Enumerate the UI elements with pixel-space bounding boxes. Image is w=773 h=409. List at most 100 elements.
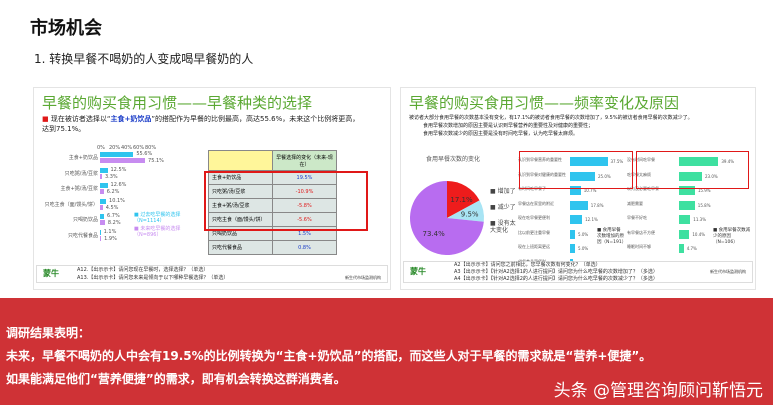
reason-value: 37.5% (610, 159, 624, 164)
bar-past (100, 183, 108, 188)
highlight-box (204, 171, 368, 231)
bar-future (100, 235, 102, 241)
category-label: 主食+粥/汤/豆浆 (60, 186, 98, 192)
value-label: 75.1% (148, 158, 164, 164)
reason-label: 早餐店在家里的附近 (518, 200, 554, 206)
conclusion-line-1: 未来，早餐不喝奶的人中会有19.5%的比例转换为“主食+奶饮品”的搭配，而这些人… (6, 349, 652, 363)
reason-value: 12.1% (585, 217, 598, 222)
reason-value: 5.0% (578, 246, 589, 251)
row-value: 0.8% (272, 240, 337, 255)
category-label: 主食+奶饮品 (68, 155, 98, 161)
reason-value: 10.4% (692, 231, 706, 237)
reason-value: 15.8% (697, 202, 711, 208)
conclusion-line-2: 如果能满足他们“营养便捷”的需求，即有机会转换这群消费者。 (6, 372, 346, 386)
category-label: 只吃代餐食品 (67, 232, 98, 239)
reason-bar (570, 244, 575, 253)
reason-label: 减肥需要 (627, 200, 643, 206)
pie-legend-item: ■ 减少了 (490, 204, 516, 211)
pie-slice (447, 200, 484, 222)
reason-label: 没有时间吃早餐 (627, 157, 655, 162)
reason-bar (570, 157, 608, 166)
left-slide: 早餐的购买食用习惯——早餐种类的选择 ■ 现在被访者选择以“主食+奶饮品”的搭配… (33, 87, 391, 290)
pie-chart: 17.1% 9.5% 73.4% (410, 181, 484, 255)
reason-bar (679, 200, 695, 210)
reason-label: 现在上班距离更远 (518, 244, 550, 249)
axis-tick: 60% (133, 145, 145, 151)
right-slide-footer: 蒙牛 A2【出示示卡】请问您之前相比，您早餐次数有何变化？（单选） A3【出示示… (403, 261, 753, 283)
table-row: 只吃主食（面/馒头/饼） -5.6% (208, 212, 337, 227)
category-label: 只喝奶饮品 (72, 217, 98, 223)
conclusion-heading: 调研结果表明： (6, 326, 91, 340)
reason-bar (570, 215, 583, 224)
page-title: 市场机会 (30, 18, 102, 39)
row-label: 主食+粥/汤/豆浆 (208, 198, 273, 213)
value-label: 6.2% (106, 189, 120, 195)
reason-bar (679, 229, 690, 239)
value-label: 1.1% (103, 228, 117, 235)
watermark: 头条 @管理咨询顾问靳悟元 (553, 381, 763, 401)
reason-bar (679, 157, 719, 166)
value-label: 12.5% (110, 166, 127, 173)
reason-label: 睡眠时间不够 (627, 244, 651, 249)
reason-label: 有早餐店不方便 (627, 229, 655, 235)
row-label: 只吃主食（面/馒头/饼） (208, 212, 273, 227)
bar-past (100, 214, 105, 219)
value-label: 12.6% (110, 182, 127, 188)
bar-future (100, 173, 102, 179)
reason-value: 11.3% (693, 217, 707, 222)
reason-value: 17.8% (590, 202, 604, 208)
row-label: 只吃代餐食品 (208, 240, 273, 255)
pie-slice (410, 181, 484, 255)
row-label: 只吃粥/汤/豆浆 (208, 184, 273, 199)
reason-label: 早餐不好吃 (627, 215, 647, 220)
row-label: 主食+奶饮品 (208, 170, 273, 185)
reason-value: 15.9% (697, 188, 711, 193)
value-label: 1.9% (104, 235, 117, 242)
reason-legend: ■ 食用早餐次数减少的原因（N=106） (713, 228, 751, 245)
value-label: 6.7% (107, 213, 120, 219)
reason-bar (679, 215, 691, 224)
reason-label: 现在吃早餐更便利 (518, 215, 550, 220)
pie-value-label: 17.1% (450, 196, 473, 204)
highlight-box-increase (519, 151, 633, 189)
legend-item: ■ 过去吃早餐的选择（N=1114） (134, 212, 181, 224)
value-label: 4.5% (105, 204, 119, 211)
table-row: 只吃代餐食品 0.8% (208, 240, 337, 255)
right-slide-bullets: 被访者大部分食用早餐的次数基本没有变化，有17.1%的被访者食用早餐的次数增加了… (409, 115, 693, 137)
reason-bar (679, 244, 684, 253)
bar-past (100, 229, 101, 235)
reason-bar (570, 186, 581, 195)
pie-value-label: 73.4% (423, 230, 446, 238)
category-label: 只吃粥/汤/豆浆 (64, 170, 98, 177)
right-slide-title: 早餐的购买食用习惯——频率变化及原因 (409, 94, 680, 112)
left-slide-title: 早餐的购买食用习惯——早餐种类的选择 (42, 94, 313, 112)
value-label: 10.1% (109, 197, 125, 204)
axis-tick: 40% (121, 145, 133, 151)
row-value: -10.9% (272, 184, 337, 199)
right-slide: 早餐的购买食用习惯——频率变化及原因 被访者大部分食用早餐的次数基本没有变化，有… (400, 87, 756, 290)
reason-value: 5.0% (578, 231, 589, 237)
axis-tick: 80% (145, 145, 157, 151)
reason-value: 23.0% (705, 173, 718, 179)
reason-value: 10.7% (583, 188, 597, 193)
bar-future (100, 204, 103, 210)
conclusion-band: 调研结果表明： 未来，早餐不喝奶的人中会有19.5%的比例转换为“主食+奶饮品”… (0, 298, 773, 405)
axis-tick: 20% (109, 145, 121, 151)
reason-label: 比以前更注重早餐 (518, 229, 550, 235)
table-row: 只吃粥/汤/豆浆 -10.9% (208, 184, 337, 199)
reason-value: 39.4% (721, 159, 735, 164)
change-table: 早餐选择的变化（未来-现在） 主食+奶饮品 19.5% 只吃粥/汤/豆浆 -10.9%… (208, 150, 337, 255)
reason-bar (679, 186, 695, 195)
pie-slice (447, 181, 480, 218)
legend-item: ■ 未来吃早餐的选择（N=896） (134, 226, 181, 238)
bar-past (100, 198, 107, 204)
pie-title: 食用早餐次数的变化 (426, 156, 481, 163)
axis-tick: 0% (97, 145, 105, 151)
reason-value: 25.0% (598, 173, 611, 179)
reason-bar (570, 200, 588, 210)
highlight-box-decrease (636, 151, 749, 189)
bar-past (100, 152, 134, 157)
reason-label: 吃早餐太麻烦 (627, 171, 651, 177)
pie-legend-item: ■ 增加了 (490, 188, 516, 195)
reason-bar (570, 171, 595, 181)
